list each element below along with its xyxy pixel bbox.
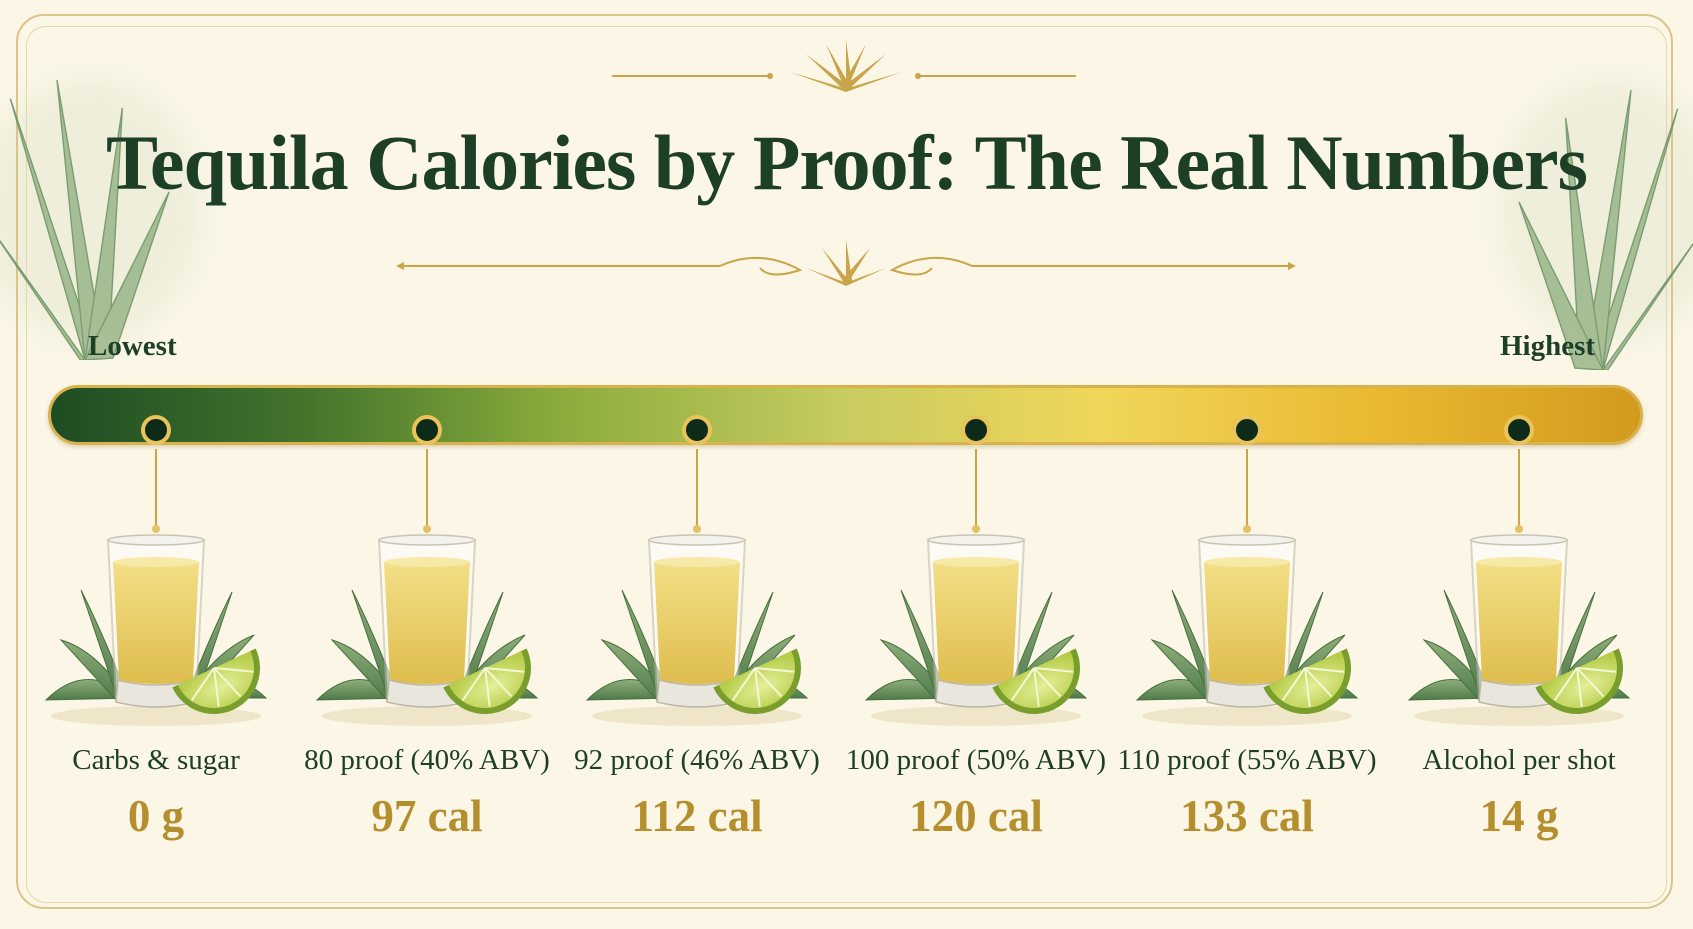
connector-line <box>152 449 160 533</box>
item-label: Alcohol per shot <box>1422 744 1616 776</box>
item-value: 14 g <box>1479 791 1559 841</box>
connector-line <box>423 449 431 533</box>
shot-glass-icon <box>1399 520 1639 730</box>
scale-high-label: Highest <box>1500 330 1596 362</box>
item-label: Carbs & sugar <box>72 744 240 776</box>
gradient-scale-bar <box>48 385 1643 445</box>
item-label: 80 proof (40% ABV) <box>304 744 550 776</box>
item-value: 133 cal <box>1180 791 1314 841</box>
scale-marker <box>961 415 991 445</box>
shot-glass-icon <box>36 520 276 730</box>
item-value: 120 cal <box>909 791 1043 841</box>
item-label: 100 proof (50% ABV) <box>845 744 1107 776</box>
scale-marker <box>1504 415 1534 445</box>
scale-marker <box>1232 415 1262 445</box>
shot-glass-icon <box>856 520 1096 730</box>
connector-line <box>693 449 701 533</box>
shot-glass-icon <box>577 520 817 730</box>
shot-glass-icon <box>1127 520 1367 730</box>
inner-frame <box>26 26 1667 903</box>
outer-frame <box>16 14 1673 909</box>
connector-line <box>972 449 980 533</box>
scale-marker <box>412 415 442 445</box>
item-label: 110 proof (55% ABV) <box>1117 744 1377 776</box>
item-value: 97 cal <box>371 791 483 841</box>
agave-ornament-icon <box>612 40 1076 92</box>
connector-line <box>1515 449 1523 533</box>
connector-line <box>1243 449 1251 533</box>
scale-low-label: Lowest <box>88 330 177 362</box>
agave-ornament-icon <box>396 240 1296 286</box>
item-value: 0 g <box>127 791 185 841</box>
item-label: 92 proof (46% ABV) <box>574 744 820 776</box>
page-title: Tequila Calories by Proof: The Real Numb… <box>106 119 1588 206</box>
scale-marker <box>682 415 712 445</box>
item-value: 112 cal <box>631 791 763 841</box>
shot-glass-icon <box>307 520 547 730</box>
scale-marker <box>141 415 171 445</box>
